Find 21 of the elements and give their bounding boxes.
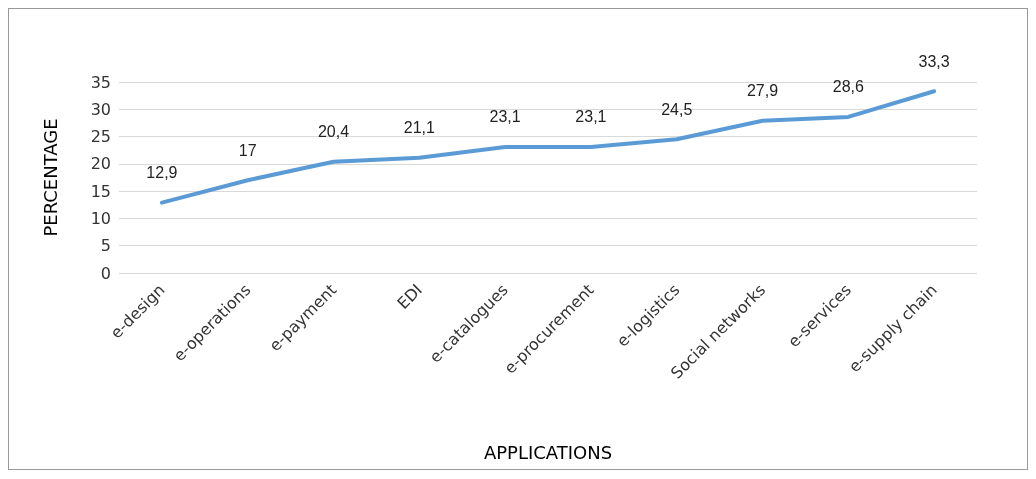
data-label: 17	[238, 141, 257, 159]
y-tick-label: 15	[90, 181, 111, 201]
data-label: 33,3	[918, 52, 950, 70]
y-tick-label: 0	[100, 263, 111, 283]
x-axis-title: APPLICATIONS	[483, 441, 613, 463]
data-label: 28,6	[832, 78, 864, 96]
data-label: 24,5	[661, 100, 693, 118]
y-tick-label: 25	[90, 127, 111, 147]
y-tick-label: 20	[90, 154, 111, 174]
data-label: 20,4	[317, 123, 350, 141]
y-tick-label: 30	[90, 99, 111, 119]
y-tick-label: 5	[100, 236, 111, 256]
y-tick-label: 10	[90, 208, 111, 228]
data-label: 27,9	[746, 82, 779, 100]
data-label: 12,9	[146, 164, 178, 182]
data-label: 23,1	[575, 108, 607, 126]
data-label: 21,1	[403, 119, 435, 137]
data-label: 23,1	[489, 108, 521, 126]
y-axis-title: PERCENTAGE	[39, 118, 61, 237]
x-tick-label: EDI	[393, 280, 427, 313]
y-tick-label: 35	[90, 72, 111, 92]
